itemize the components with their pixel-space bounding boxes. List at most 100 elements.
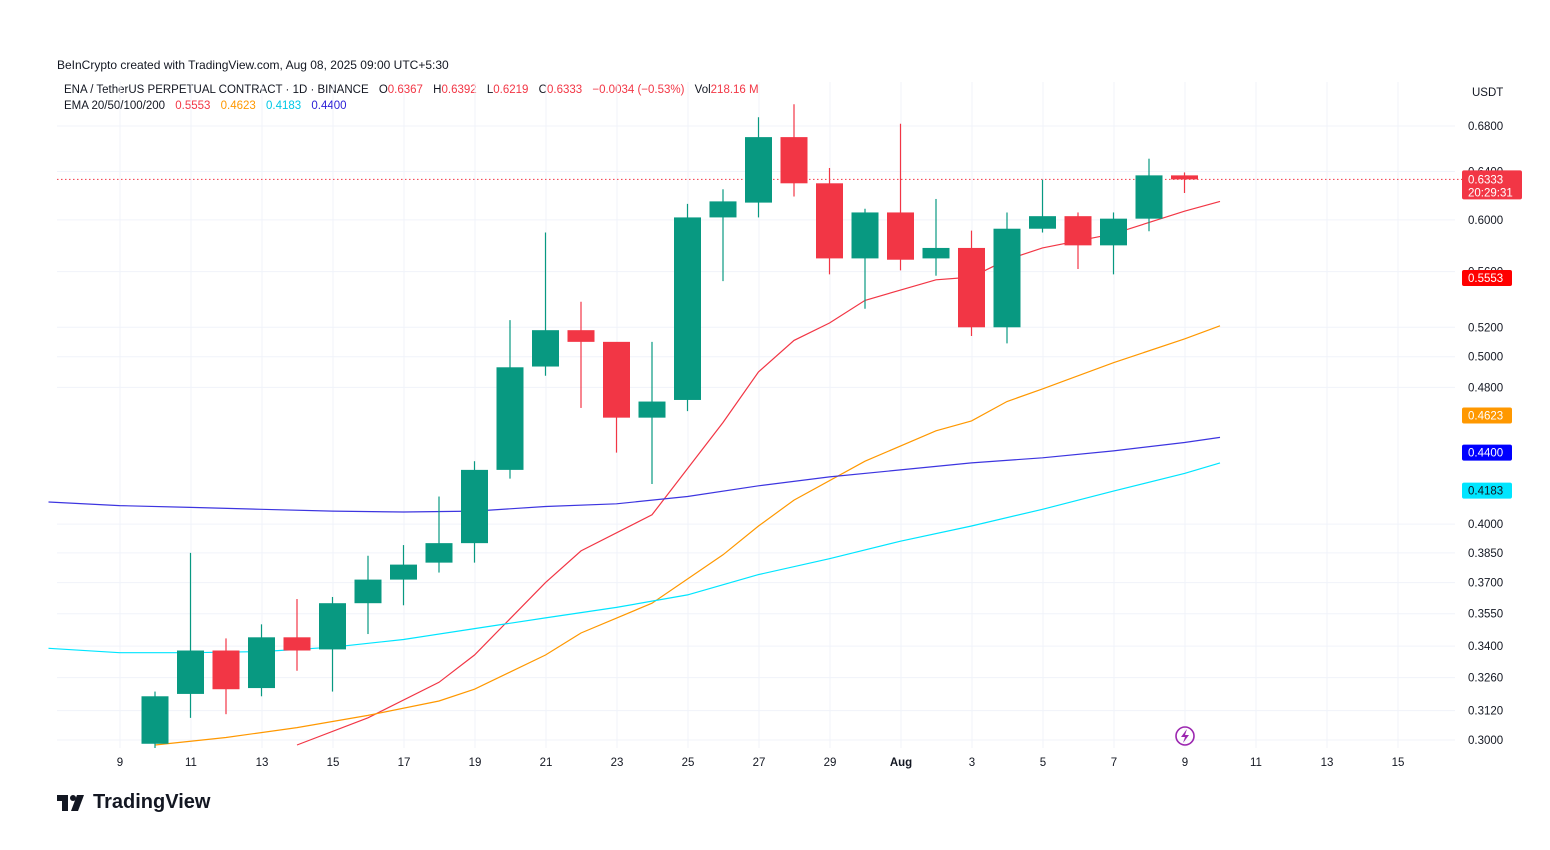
candle-body bbox=[1029, 216, 1056, 229]
ema100-price-tag-value: 0.4183 bbox=[1468, 486, 1503, 498]
price-tick-label: 0.3400 bbox=[1468, 641, 1503, 653]
low-label: L bbox=[486, 84, 494, 96]
time-tick-label: 9 bbox=[117, 757, 123, 769]
candle-body bbox=[177, 650, 204, 694]
lightning-icon[interactable] bbox=[1175, 726, 1195, 746]
ema50-price-tag bbox=[1462, 407, 1512, 424]
last-price-value: 0.6333 bbox=[1468, 174, 1503, 186]
time-tick-label: 9 bbox=[1182, 757, 1188, 769]
price-tick-label: 0.3550 bbox=[1468, 609, 1503, 621]
candle-body bbox=[461, 469, 488, 544]
price-tick-label: 0.6000 bbox=[1468, 215, 1503, 227]
price-tick-label: 0.3850 bbox=[1468, 548, 1503, 560]
time-tick-label: 19 bbox=[469, 757, 482, 769]
candle-body bbox=[141, 696, 169, 744]
candle-body bbox=[1135, 175, 1163, 219]
candle-body bbox=[354, 579, 382, 604]
ema20-price-tag bbox=[1462, 270, 1512, 287]
time-axis[interactable]: 9 11 13 15 17 19 21 23 25 27 29 Aug 3 5 7 9 11 13 15 bbox=[117, 757, 1405, 769]
candle-body bbox=[816, 183, 843, 259]
time-tick-label: 15 bbox=[327, 757, 340, 769]
low-value: 0.6219 bbox=[493, 84, 529, 96]
price-tick-label: 0.3260 bbox=[1468, 673, 1503, 685]
time-tick-label: 7 bbox=[1111, 757, 1117, 769]
candles bbox=[141, 104, 1198, 748]
symbol-name[interactable]: ENA / TetherUS PERPETUAL CONTRACT · 1D ·… bbox=[64, 84, 369, 96]
time-tick-label: 3 bbox=[969, 757, 975, 769]
candle-body bbox=[212, 650, 240, 690]
open-label: O bbox=[378, 84, 388, 96]
symbol-legend: ENA / TetherUS PERPETUAL CONTRACT · 1D ·… bbox=[64, 84, 759, 96]
ema20-value: 0.5553 bbox=[175, 100, 211, 112]
price-tick-label: 0.5200 bbox=[1468, 322, 1503, 334]
tradingview-logo[interactable]: TradingView bbox=[57, 791, 210, 814]
price-tick-label: 0.4800 bbox=[1468, 382, 1503, 394]
time-tick-label: 5 bbox=[1040, 757, 1046, 769]
candle-body bbox=[709, 201, 737, 218]
candle-body bbox=[390, 564, 417, 580]
volume-label: Vol bbox=[694, 84, 711, 96]
last-price-tag bbox=[1462, 170, 1522, 200]
tradingview-logo-icon bbox=[57, 794, 84, 811]
currency-label: USDT bbox=[1472, 87, 1503, 99]
candle-body bbox=[745, 137, 772, 203]
candle-body bbox=[603, 341, 630, 418]
candle-body bbox=[958, 247, 985, 328]
ema200-price-tag bbox=[1462, 444, 1512, 461]
time-tick-label: 21 bbox=[540, 757, 553, 769]
high-label: H bbox=[433, 84, 442, 96]
ema20-price-tag-value: 0.5553 bbox=[1468, 273, 1503, 285]
candle-body bbox=[1100, 218, 1127, 246]
volume-value: 218.16 M bbox=[710, 84, 759, 96]
time-tick-label: 29 bbox=[824, 757, 837, 769]
candle-body bbox=[1064, 216, 1092, 246]
candle-body bbox=[425, 543, 453, 563]
candle-body bbox=[248, 637, 275, 689]
price-tick-label: 0.5000 bbox=[1468, 352, 1503, 364]
candle-body bbox=[319, 603, 346, 650]
price-tick-label: 0.4000 bbox=[1468, 519, 1503, 531]
chart-credit: BeInCrypto created with TradingView.com,… bbox=[57, 58, 449, 72]
ema100-value: 0.4183 bbox=[266, 100, 302, 112]
time-tick-label: Aug bbox=[890, 757, 912, 769]
time-tick-label: 15 bbox=[1392, 757, 1405, 769]
time-tick-label: 13 bbox=[1321, 757, 1334, 769]
ema-label[interactable]: EMA 20/50/100/200 bbox=[64, 100, 166, 112]
price-tick-label: 0.6800 bbox=[1468, 121, 1503, 133]
ema50-line bbox=[154, 325, 1221, 746]
candle-body bbox=[283, 637, 311, 651]
ema200-line bbox=[48, 436, 1221, 513]
ema200-value: 0.4400 bbox=[311, 100, 347, 112]
time-tick-label: 27 bbox=[753, 757, 766, 769]
ema100-line bbox=[48, 462, 1221, 654]
tradingview-logo-text: TradingView bbox=[93, 791, 211, 813]
ema20-line bbox=[296, 200, 1221, 746]
time-tick-label: 23 bbox=[611, 757, 624, 769]
open-value: 0.6367 bbox=[387, 84, 423, 96]
time-tick-label: 13 bbox=[256, 757, 269, 769]
ema-legend: EMA 20/50/100/200 0.5553 0.4623 0.4183 0… bbox=[64, 100, 347, 112]
ema100-price-tag bbox=[1462, 482, 1512, 499]
price-tick-label: 0.3000 bbox=[1468, 735, 1503, 747]
time-tick-label: 25 bbox=[682, 757, 695, 769]
candle-body bbox=[993, 228, 1021, 328]
price-tick-label: 0.3120 bbox=[1468, 706, 1503, 718]
candle-body bbox=[780, 137, 808, 184]
time-tick-label: 11 bbox=[1250, 757, 1262, 769]
high-value: 0.6392 bbox=[441, 84, 477, 96]
change-value: −0.0034 (−0.53%) bbox=[592, 84, 685, 96]
candle-body bbox=[496, 367, 524, 470]
candle-body bbox=[567, 330, 595, 342]
time-tick-label: 17 bbox=[398, 757, 411, 769]
countdown-value: 20:29:31 bbox=[1468, 187, 1513, 199]
candle-body bbox=[638, 401, 666, 418]
close-value: 0.6333 bbox=[546, 84, 583, 96]
ema50-value: 0.4623 bbox=[220, 100, 256, 112]
close-label: C bbox=[538, 84, 547, 96]
candle-body bbox=[532, 330, 559, 367]
ema200-price-tag-value: 0.4400 bbox=[1468, 448, 1503, 460]
candle-body bbox=[674, 217, 701, 400]
time-tick-label: 11 bbox=[185, 757, 197, 769]
